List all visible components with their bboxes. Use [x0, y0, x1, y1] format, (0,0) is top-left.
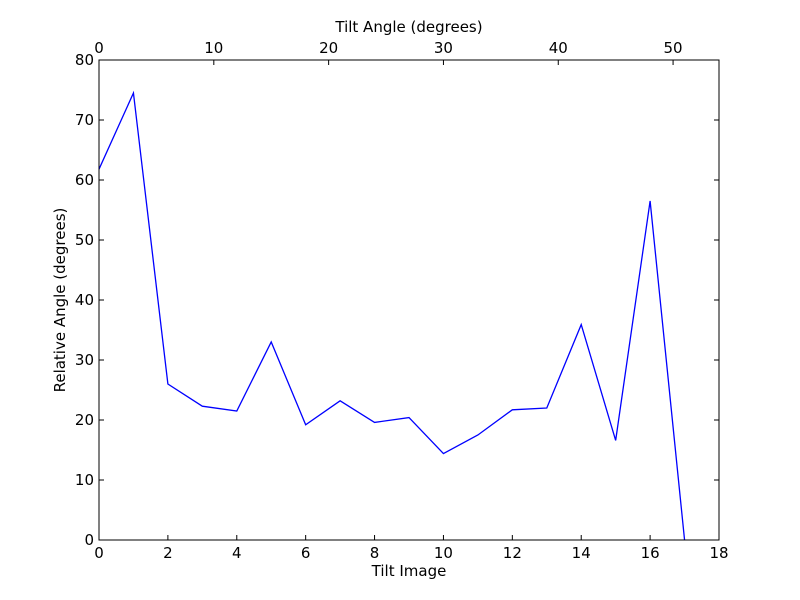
x-tick-label: 0 — [94, 544, 104, 562]
x-tick-label: 18 — [709, 544, 728, 562]
top-x-tick-label: 40 — [549, 39, 568, 57]
x-tick-label: 8 — [370, 544, 380, 562]
plot-background — [99, 60, 719, 540]
top-x-tick-label: 0 — [94, 39, 104, 57]
x-tick-label: 2 — [163, 544, 173, 562]
y-tick-label: 50 — [75, 231, 94, 249]
y-tick-label: 70 — [75, 111, 94, 129]
x-tick-label: 10 — [434, 544, 453, 562]
x-tick-label: 14 — [572, 544, 591, 562]
tick-labels-group: 0 2 4 6 8 10 12 14 16 18 0 10 20 30 40 50 0 10 20 30 40 50 60 7… — [75, 39, 729, 562]
x-axis-label: Tilt Image — [371, 562, 447, 580]
x-tick-label: 4 — [232, 544, 242, 562]
y-axis-label: Relative Angle (degrees) — [51, 208, 69, 393]
y-tick-label: 10 — [75, 471, 94, 489]
y-tick-label: 20 — [75, 411, 94, 429]
y-tick-label: 0 — [84, 531, 94, 549]
y-tick-label: 40 — [75, 291, 94, 309]
top-x-tick-label: 50 — [664, 39, 683, 57]
top-x-tick-label: 30 — [434, 39, 453, 57]
x-tick-label: 6 — [301, 544, 311, 562]
x-tick-label: 16 — [641, 544, 660, 562]
y-tick-label: 60 — [75, 171, 94, 189]
y-tick-label: 80 — [75, 51, 94, 69]
top-x-axis-label: Tilt Angle (degrees) — [334, 18, 482, 36]
top-x-tick-label: 10 — [204, 39, 223, 57]
y-tick-label: 30 — [75, 351, 94, 369]
plot-frame — [98, 59, 720, 541]
x-tick-label: 12 — [503, 544, 522, 562]
top-x-tick-label: 20 — [319, 39, 338, 57]
data-series-line — [98, 90, 686, 541]
